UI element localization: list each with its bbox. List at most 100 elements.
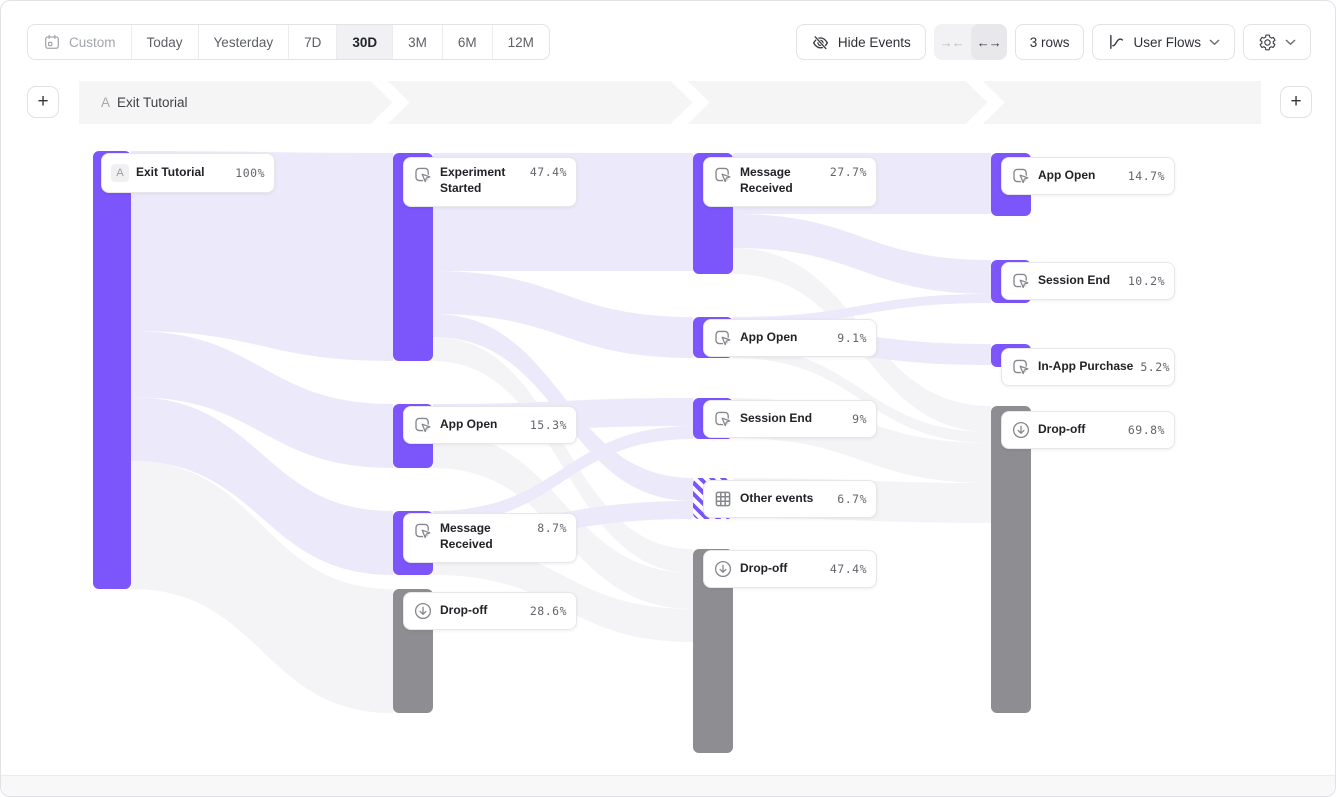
node-value: 8.7%	[537, 521, 567, 535]
node-value: 14.7%	[1127, 169, 1165, 183]
event-icon	[713, 328, 733, 348]
plus-icon: +	[1290, 91, 1302, 112]
rows-button[interactable]: 3 rows	[1014, 24, 1085, 60]
node-card[interactable]: Experiment Started 47.4%	[403, 157, 577, 207]
step-header-band: A Exit Tutorial	[79, 81, 1261, 124]
node-label: Other events	[740, 491, 814, 506]
step-separator-chevrons	[370, 81, 1005, 124]
hide-events-label: Hide Events	[837, 34, 911, 50]
range-label: Yesterday	[213, 34, 274, 50]
rows-label: 3 rows	[1029, 34, 1070, 50]
view-toolbar: Hide Events →← ←→ 3 rows User Flows	[795, 24, 1311, 60]
range-label: 3M	[408, 34, 427, 50]
node-label: App Open	[1038, 168, 1096, 183]
add-step-left-button[interactable]: +	[27, 86, 59, 118]
range-label: Today	[146, 34, 183, 50]
node-card[interactable]: Session End 10.2%	[1001, 262, 1175, 300]
range-label: 7D	[304, 34, 322, 50]
event-icon	[713, 165, 733, 185]
expand-columns-button[interactable]: ←→	[970, 24, 1007, 60]
node-card[interactable]: In-App Purchase 5.2%	[1001, 348, 1175, 386]
event-icon	[713, 409, 733, 429]
bottom-scroll-strip[interactable]	[1, 775, 1335, 796]
node-value: 69.8%	[1127, 423, 1165, 437]
node-label: Session End	[740, 411, 813, 426]
event-icon	[413, 521, 433, 541]
node-value: 5.2%	[1140, 360, 1171, 374]
view-selector-label: User Flows	[1133, 34, 1201, 50]
node-value: 27.7%	[829, 165, 867, 179]
node-card[interactable]: Drop-off 69.8%	[1001, 411, 1175, 449]
event-icon	[1011, 271, 1031, 291]
collapse-columns-button[interactable]: →←	[934, 24, 970, 60]
chevron-down-icon	[1209, 39, 1220, 46]
node-card[interactable]: Session End 9%	[703, 400, 877, 438]
event-icon	[413, 415, 433, 435]
hide-events-button[interactable]: Hide Events	[795, 24, 926, 60]
node-label: Message Received	[440, 521, 493, 551]
drop-off-icon	[413, 601, 433, 621]
step-title[interactable]: A Exit Tutorial	[101, 81, 188, 124]
range-label: 6M	[457, 34, 477, 50]
range-7d[interactable]: 7D	[289, 25, 338, 59]
node-label: Experiment Started	[440, 165, 506, 195]
collapse-icon: →←	[939, 34, 965, 50]
range-yesterday[interactable]: Yesterday	[199, 25, 290, 59]
node-card[interactable]: Message Received 27.7%	[703, 157, 877, 207]
node-value: 10.2%	[1127, 274, 1165, 288]
node-label: Drop-off	[440, 603, 488, 618]
node-label: In-App Purchase	[1038, 359, 1134, 374]
node-card[interactable]: Drop-off 28.6%	[403, 592, 577, 630]
plus-icon: +	[37, 91, 49, 112]
node-card[interactable]: App Open 9.1%	[703, 319, 877, 357]
node-value: 47.4%	[829, 562, 867, 576]
gear-icon	[1258, 33, 1277, 52]
node-value: 9%	[852, 412, 867, 426]
eye-off-icon	[811, 33, 830, 52]
node-card[interactable]: Message Received 8.7%	[403, 513, 577, 563]
node-value: 100%	[235, 166, 265, 180]
node-card[interactable]: App Open 15.3%	[403, 406, 577, 444]
range-30d[interactable]: 30D	[337, 25, 394, 59]
node-label: Exit Tutorial	[136, 165, 205, 180]
node-label: Message Received	[740, 165, 793, 195]
node-label: Session End	[1038, 273, 1111, 288]
step-prefix: A	[101, 95, 111, 110]
node-label: App Open	[740, 330, 798, 345]
node-card[interactable]: A Exit Tutorial 100%	[101, 153, 275, 193]
node-card[interactable]: Other events 6.7%	[703, 480, 877, 518]
range-6m[interactable]: 6M	[443, 25, 493, 59]
node-label: Drop-off	[1038, 422, 1086, 437]
range-12m[interactable]: 12M	[493, 25, 549, 59]
grid-icon	[713, 489, 733, 509]
bar-drop-off-4[interactable]	[991, 406, 1031, 713]
range-label: Custom	[69, 34, 116, 50]
event-icon	[413, 165, 433, 185]
range-custom[interactable]: Custom	[28, 25, 132, 59]
step-name: Exit Tutorial	[117, 95, 188, 110]
chevron-down-icon	[1285, 39, 1296, 46]
node-label: App Open	[440, 417, 498, 432]
spacing-toggle: →← ←→	[933, 24, 1007, 60]
bar-exit-tutorial[interactable]	[93, 151, 131, 589]
range-label: 12M	[507, 34, 534, 50]
expand-icon: ←→	[976, 34, 1002, 50]
node-label: Drop-off	[740, 561, 788, 576]
date-range-toolbar: Custom Today Yesterday 7D 30D 3M 6M 12M	[27, 24, 550, 60]
user-flows-icon	[1107, 33, 1125, 51]
add-step-right-button[interactable]: +	[1280, 86, 1312, 118]
node-value: 6.7%	[837, 492, 867, 506]
step-a-badge: A	[111, 164, 129, 182]
view-selector-button[interactable]: User Flows	[1092, 24, 1235, 60]
node-value: 28.6%	[529, 604, 567, 618]
range-3m[interactable]: 3M	[393, 25, 443, 59]
event-icon	[1011, 166, 1031, 186]
date-range-group: Custom Today Yesterday 7D 30D 3M 6M 12M	[27, 24, 550, 60]
settings-button[interactable]	[1243, 24, 1311, 60]
node-card[interactable]: Drop-off 47.4%	[703, 550, 877, 588]
calendar-icon	[43, 33, 61, 51]
range-today[interactable]: Today	[132, 25, 199, 59]
node-card[interactable]: App Open 14.7%	[1001, 157, 1175, 195]
drop-off-icon	[713, 559, 733, 579]
